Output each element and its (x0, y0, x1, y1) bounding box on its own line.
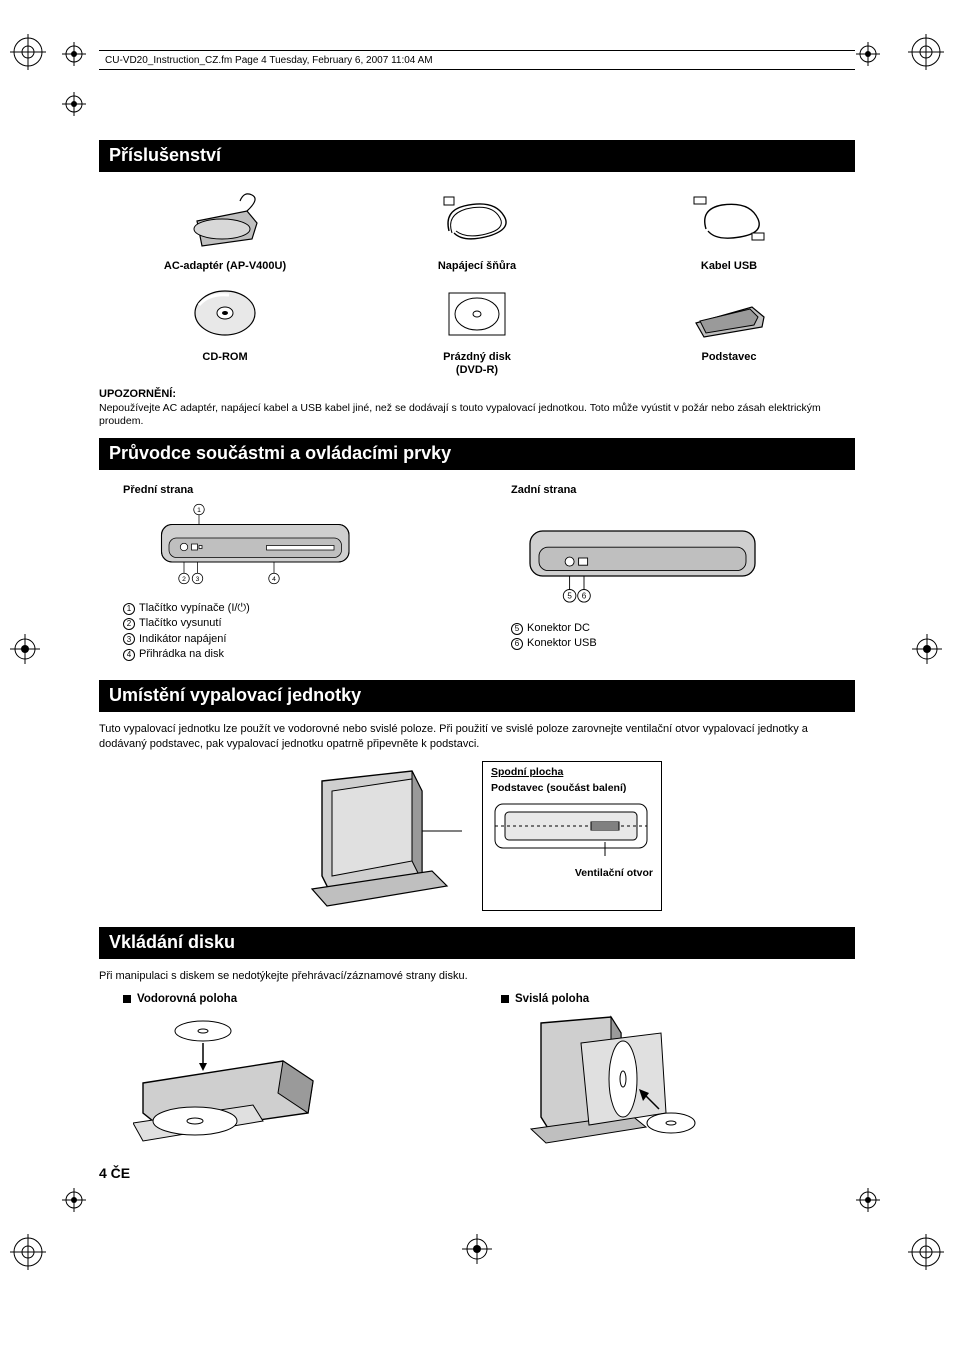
regmark-mr (912, 634, 942, 664)
regmark-ml (10, 634, 40, 664)
acc-label: Prázdný disk (DVD-R) (443, 351, 511, 377)
acc-stand: Podstavec (604, 277, 853, 377)
square-bullet-icon (123, 995, 131, 1003)
running-head: CU-VD20_Instruction_CZ.fm Page 4 Tuesday… (99, 50, 855, 70)
front-callouts: 1Tlačítko vypínače (I/⏻) 2Tlačítko vysun… (123, 601, 467, 663)
rear-diagram: 5 6 (507, 522, 787, 612)
section-placement-title: Umístění vypalovací jednotky (99, 680, 855, 712)
callout-text: Tlačítko vysunutí (139, 616, 222, 631)
regmark-bl (10, 1234, 46, 1270)
svg-text:5: 5 (567, 591, 572, 600)
insert-vertical: Svislá poloha (477, 993, 855, 1158)
insert-horizontal-label: Vodorovná poloha (137, 993, 237, 1005)
insert-vertical-figure (511, 1013, 711, 1153)
section-insert-title: Vkládání disku (99, 927, 855, 959)
section-guide-title: Průvodce součástmi a ovládacími prvky (99, 438, 855, 470)
callout-text: Indikátor napájení (139, 632, 226, 647)
placement-stand-label: Podstavec (součást balení) (491, 782, 653, 794)
callout-text: Konektor USB (527, 636, 597, 651)
acc-blank-disc: Prázdný disk (DVD-R) (352, 277, 601, 377)
guide-front: Přední strana 1 2 (99, 484, 467, 663)
acc-ac-adapter: AC-adaptér (AP-V400U) (100, 186, 349, 273)
rear-callouts: 5Konektor DC 6Konektor USB (511, 621, 855, 652)
insert-vertical-label: Svislá poloha (515, 993, 589, 1005)
regmark-tr (908, 34, 944, 70)
power-cord-icon (434, 186, 520, 256)
page-content: CU-VD20_Instruction_CZ.fm Page 4 Tuesday… (99, 50, 855, 1158)
svg-text:4: 4 (272, 576, 276, 583)
notice-body: Nepoužívejte AC adaptér, napájecí kabel … (99, 402, 855, 428)
insert-horizontal: Vodorovná poloha (99, 993, 477, 1158)
placement-info-box: Spodní plocha Podstavec (součást balení)… (482, 761, 662, 911)
placement-bottom-label: Spodní plocha (491, 766, 653, 778)
front-heading: Přední strana (123, 484, 467, 496)
acc-power-cord: Napájecí šňůra (352, 186, 601, 273)
section-accessories-title: Příslušenství (99, 140, 855, 172)
placement-bottom-diagram (491, 798, 651, 860)
regmark-br (908, 1234, 944, 1270)
svg-text:3: 3 (196, 576, 200, 583)
running-head-text: CU-VD20_Instruction_CZ.fm Page 4 Tuesday… (105, 55, 433, 66)
callout-text: Konektor DC (527, 621, 590, 636)
crossmark-left-bottom (62, 1188, 86, 1212)
blank-disc-icon (441, 277, 513, 347)
usb-cable-icon (686, 186, 772, 256)
placement-figure: Spodní plocha Podstavec (součást balení)… (99, 761, 855, 911)
acc-label: Kabel USB (701, 260, 757, 273)
callout-text: Tlačítko vypínače (I/⏻) (139, 601, 250, 616)
ac-adapter-icon (182, 186, 268, 256)
acc-label: AC-adaptér (AP-V400U) (164, 260, 286, 273)
placement-vent-label: Ventilační otvor (491, 867, 653, 879)
guide-columns: Přední strana 1 2 (99, 484, 855, 663)
page-number: 4 ČE (99, 1165, 130, 1181)
acc-label: CD-ROM (202, 351, 247, 364)
crossmark-left-2 (62, 92, 86, 116)
guide-rear: Zadní strana 5 6 5Konektor DC 6Konektor … (487, 484, 855, 663)
notice-title: UPOZORNĚNÍ: (99, 388, 855, 400)
acc-cdrom: CD-ROM (100, 277, 349, 377)
crossmark-right-top (856, 42, 880, 66)
acc-usb-cable: Kabel USB (604, 186, 853, 273)
insert-body: Při manipulaci s diskem se nedotýkejte p… (99, 969, 855, 983)
rear-heading: Zadní strana (511, 484, 855, 496)
insert-horizontal-figure (133, 1013, 333, 1153)
front-diagram: 1 2 3 (119, 502, 399, 592)
acc-label: Podstavec (701, 351, 756, 364)
regmark-tl (10, 34, 46, 70)
acc-label: Napájecí šňůra (438, 260, 516, 273)
square-bullet-icon (501, 995, 509, 1003)
svg-text:6: 6 (582, 591, 587, 600)
crossmark-left-top (62, 42, 86, 66)
crossmark-right-bottom (856, 1188, 880, 1212)
svg-text:1: 1 (197, 507, 201, 514)
svg-text:2: 2 (182, 576, 186, 583)
accessories-grid: AC-adaptér (AP-V400U) Napájecí šňůra (99, 186, 855, 382)
insert-columns: Vodorovná poloha (99, 993, 855, 1158)
stand-icon (686, 277, 772, 347)
cdrom-icon (189, 277, 261, 347)
placement-device-upright (292, 761, 462, 911)
placement-body: Tuto vypalovací jednotku lze použít ve v… (99, 722, 855, 751)
callout-text: Přihrádka na disk (139, 647, 224, 662)
regmark-mb (462, 1234, 492, 1264)
